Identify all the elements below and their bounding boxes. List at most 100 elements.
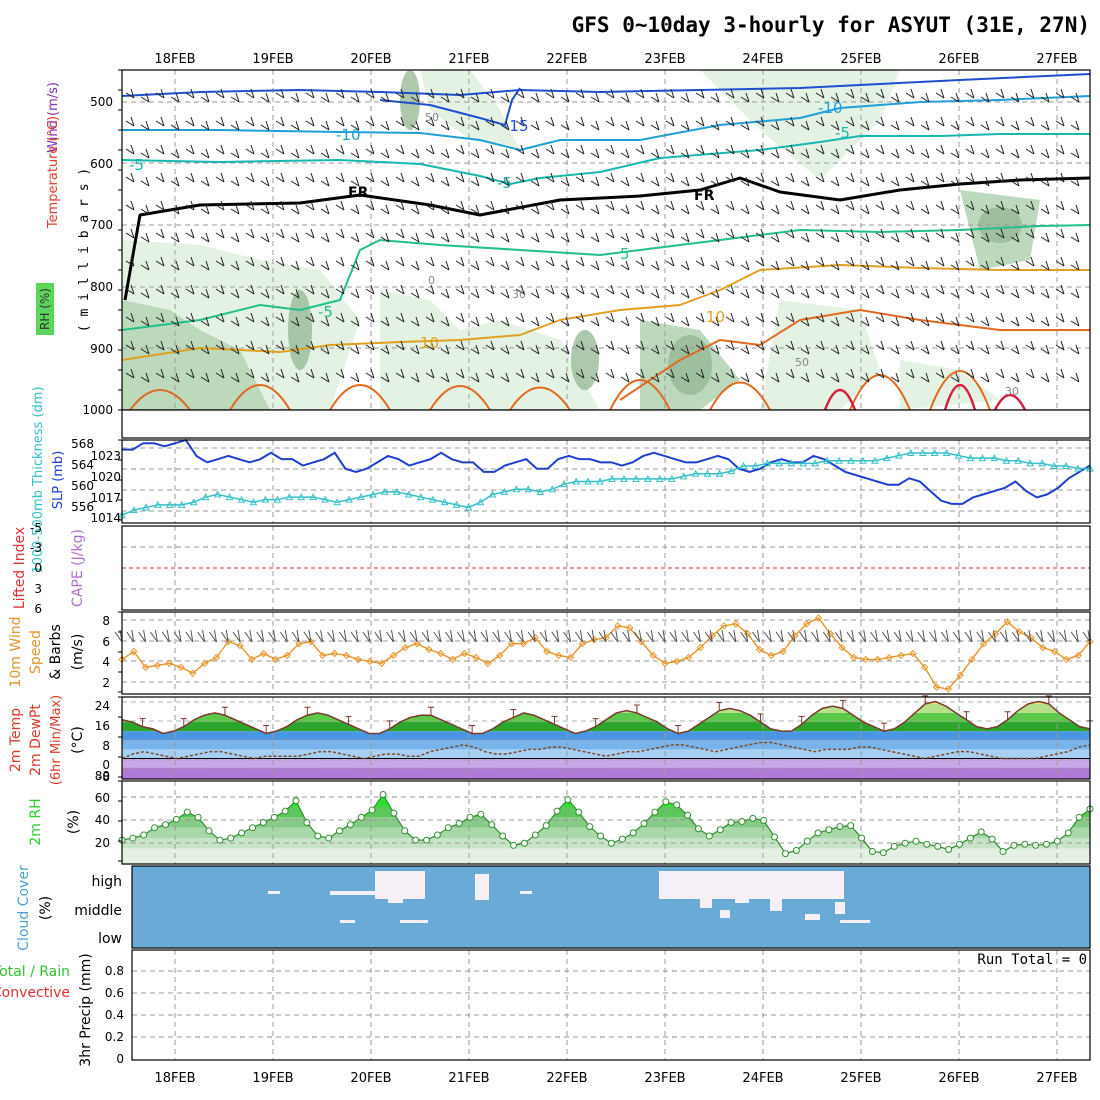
wind-barb [440, 260, 450, 271]
wind-barb [935, 312, 945, 323]
date-tick-top: 27FEB [1036, 52, 1077, 67]
pressure-tick: 700 [90, 218, 113, 232]
rh-point [977, 828, 985, 836]
wind10-barb [397, 629, 406, 643]
rh-point [836, 823, 844, 831]
wind-barb [530, 120, 540, 131]
rh-shade [122, 848, 1090, 864]
wind-barb [140, 232, 150, 243]
date-tick-top: 26FEB [938, 52, 979, 67]
wind-barb [335, 228, 345, 239]
cloud-gap [835, 902, 845, 914]
wind-barb [575, 312, 585, 323]
thickness-point [512, 485, 521, 493]
run-total-label: Run Total = 0 [977, 952, 1087, 968]
wind-barb [350, 92, 360, 103]
slp-tick: 1017 [90, 491, 121, 505]
wind-barb [1070, 92, 1080, 103]
rh-point [781, 850, 789, 858]
rh-point [542, 822, 550, 830]
wind-barb [350, 288, 360, 299]
wind10-point [460, 649, 469, 658]
wind-barb [215, 88, 225, 99]
wind-axis-label: Wind (m/s) [46, 82, 61, 153]
wind-barb [815, 312, 825, 323]
cloud-gap [330, 891, 375, 895]
thickness-point [536, 487, 545, 495]
temp-tick: 8 [102, 739, 110, 753]
wind-barb [665, 256, 675, 267]
rh-shading-dark [571, 330, 599, 390]
wind-barb [455, 116, 465, 127]
minmax-whisker [592, 718, 599, 727]
wind-barb [260, 232, 270, 243]
wind-barb [635, 88, 645, 99]
wind-barb [185, 172, 195, 183]
temp2m-label: 2m Temp [8, 708, 24, 772]
rh-point [433, 831, 441, 839]
wind-barb [965, 312, 975, 323]
wind-barb [860, 372, 870, 383]
wind-barb [170, 260, 180, 271]
wind10-point [673, 657, 681, 666]
wind-barb [485, 88, 495, 99]
wind-barb [170, 288, 180, 299]
wind-barb [935, 228, 945, 239]
date-tick-top: 21FEB [448, 52, 489, 67]
thickness-point [894, 451, 903, 459]
wind10-point [519, 639, 528, 648]
wind-barb [710, 288, 720, 299]
wind-barb [665, 200, 675, 211]
wind-barb [1055, 284, 1065, 295]
wind10-point [437, 649, 445, 658]
wind-barb [1070, 260, 1080, 271]
wind-barb [380, 204, 390, 215]
rh-point [183, 808, 191, 816]
wind10-point [295, 639, 303, 648]
wind-barb [755, 340, 765, 351]
wind10-label: & Barbs [48, 624, 64, 680]
thickness-tick: 560 [71, 479, 94, 493]
wind-barb [725, 368, 735, 379]
wind10-point [850, 653, 858, 662]
wind-barb [215, 312, 225, 323]
temp2m-panel-labels: 24 16 8 0 -8 2m Temp 2m DewPt (6hr Min/M… [8, 695, 110, 785]
cloud-gap [520, 891, 532, 894]
rh-shading [900, 360, 1000, 410]
rh-point [129, 834, 137, 842]
wind-barb [485, 368, 495, 379]
wind-barb [605, 88, 615, 99]
rh-point [858, 834, 866, 842]
wind-barb [905, 116, 915, 127]
wind-barb [1055, 116, 1065, 127]
wind-barb [365, 200, 375, 211]
wind-barb [245, 312, 255, 323]
wind10-barb [693, 629, 701, 643]
rh-point [205, 827, 213, 835]
wind-barb [485, 172, 495, 183]
wind-barb [1040, 92, 1050, 103]
wind-barb [1070, 148, 1080, 159]
date-tick-top: 18FEB [154, 52, 195, 67]
thickness-point [990, 454, 999, 462]
thickness-axis-label: 1000-500mb Thickness (dm) [31, 386, 46, 573]
wind10-point [661, 659, 669, 668]
wind-barb [1025, 368, 1035, 379]
temp-contour-p15 [329, 384, 391, 411]
wind-barb [530, 372, 540, 383]
wind10-point [543, 647, 551, 656]
wind-barb [1040, 148, 1050, 159]
wind-barb [125, 228, 135, 239]
thickness-point [440, 498, 449, 506]
wind-barb [770, 204, 780, 215]
wind-barb [740, 232, 750, 243]
wind-barb [995, 144, 1005, 155]
wind-barb [470, 372, 480, 383]
wind-barb [320, 92, 330, 103]
cloud-gap [667, 879, 697, 899]
rh-point [488, 821, 496, 829]
minmax-whisker [386, 720, 393, 729]
wind-barb [530, 288, 540, 299]
wind-barb [1055, 172, 1065, 183]
wind-barb [770, 344, 780, 355]
